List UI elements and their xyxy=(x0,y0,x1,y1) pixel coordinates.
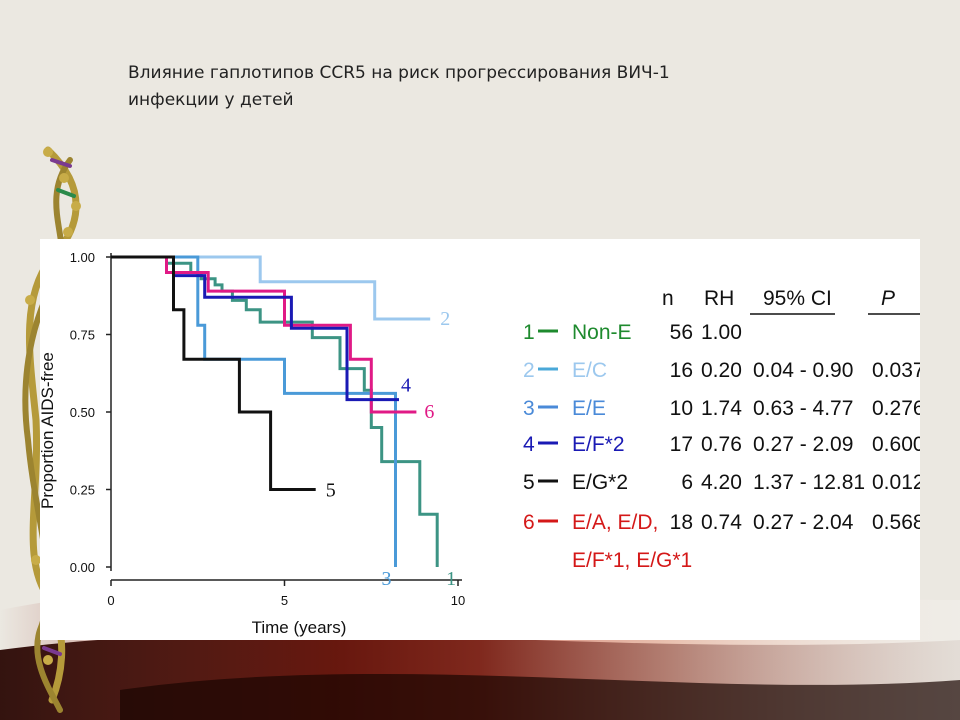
table-header-rh: RH xyxy=(704,287,734,310)
y-tick-label: 0.25 xyxy=(70,483,95,498)
x-tick-label: 5 xyxy=(281,593,288,608)
table-row-number: 1 xyxy=(523,321,535,344)
x-tick-label: 10 xyxy=(451,593,465,608)
table-header-n: n xyxy=(662,287,674,310)
y-tick-label: 0.50 xyxy=(70,405,95,420)
table-row: 3 E/E 10 1.74 0.63 - 4.77 0.276 xyxy=(523,397,920,420)
table-row-number: 5 xyxy=(523,471,535,494)
series-2-end-label: 2 xyxy=(440,308,450,330)
table-row-rh: 1.74 xyxy=(701,397,742,420)
series-5-curve xyxy=(111,255,316,491)
table-row-group: E/A, E/D, xyxy=(572,511,658,534)
table-row: 4 E/F*2 17 0.76 0.27 - 2.09 0.600 xyxy=(523,433,920,456)
table-row-p: 0.037 xyxy=(872,359,920,382)
chart-series-layer xyxy=(111,255,439,567)
table-row-group-cont: E/F*1, E/G*1 xyxy=(572,549,692,572)
series-4-end-label: 4 xyxy=(401,375,411,397)
slide-title: Влияние гаплотипов CCR5 на риск прогресс… xyxy=(128,60,768,114)
y-tick-label: 0.00 xyxy=(70,560,95,575)
table-row: 5 E/G*2 6 4.20 1.37 - 12.81 0.012 xyxy=(523,471,920,494)
table-row-n: 10 xyxy=(670,397,693,420)
table-row-rh: 4.20 xyxy=(701,471,742,494)
table-row-ci: 1.37 - 12.81 xyxy=(753,471,865,494)
series-1-end-label: 1 xyxy=(446,568,456,590)
table-row-group: E/E xyxy=(572,397,606,420)
table-row-n: 6 xyxy=(681,471,693,494)
table-row: 2 E/C 16 0.20 0.04 - 0.90 0.037 xyxy=(523,359,920,382)
table-row-p: 0.276 xyxy=(872,397,920,420)
table-row-n: 17 xyxy=(670,433,693,456)
table-row-p: 0.012 xyxy=(872,471,920,494)
series-6-curve xyxy=(111,255,417,414)
table-row-p: 0.568 xyxy=(872,511,920,534)
x-tick-label: 0 xyxy=(107,593,114,608)
table-row-number: 3 xyxy=(523,397,535,420)
table-row-n: 18 xyxy=(670,511,693,534)
table-row-rh: 0.20 xyxy=(701,359,742,382)
table-row-group: Non-E xyxy=(572,321,632,344)
table-row-p: 0.600 xyxy=(872,433,920,456)
table-row: 6 E/A, E/D, E/F*1, E/G*1 18 0.74 0.27 - 2.04 0… xyxy=(523,511,920,572)
x-axis-title: Time (years) xyxy=(252,618,347,637)
y-axis-title: Proportion AIDS-free xyxy=(40,352,57,509)
table-header-ci: 95% CI xyxy=(763,287,832,310)
table-row-ci: 0.63 - 4.77 xyxy=(753,397,853,420)
y-tick-label: 0.75 xyxy=(70,328,95,343)
table-row-n: 56 xyxy=(670,321,693,344)
table-row-rh: 0.76 xyxy=(701,433,742,456)
chart-end-labels: 1 2 3 4 5 6 xyxy=(326,308,456,590)
table-row-rh: 1.00 xyxy=(701,321,742,344)
series-2-curve xyxy=(111,255,431,321)
y-tick-label: 1.00 xyxy=(70,250,95,265)
table-row-rh: 0.74 xyxy=(701,511,742,534)
table-row: 1 Non-E 56 1.00 xyxy=(523,321,742,344)
series-3-end-label: 3 xyxy=(382,568,392,590)
chart-axes: 0.00 0.25 0.50 0.75 1.00 0 5 10 xyxy=(70,250,466,608)
table-row-n: 16 xyxy=(670,359,693,382)
table-row-group: E/C xyxy=(572,359,607,382)
table-row-number: 2 xyxy=(523,359,535,382)
series-5-end-label: 5 xyxy=(326,480,336,502)
series-4-curve xyxy=(111,255,399,402)
table-row-ci: 0.27 - 2.04 xyxy=(753,511,854,534)
table-row-number: 4 xyxy=(523,433,535,456)
slide-title-line-1: Влияние гаплотипов CCR5 на риск прогресс… xyxy=(128,63,670,83)
table-row-group: E/G*2 xyxy=(572,471,628,494)
table-row-group: E/F*2 xyxy=(572,433,625,456)
table-header-p: P xyxy=(881,287,895,310)
table-row-ci: 0.27 - 2.09 xyxy=(753,433,853,456)
legend-table: n RH 95% CI P1 Non-E 56 1.002 E/C 16 0.20 0.04 - 0… xyxy=(523,287,920,572)
slide-title-line-2: инфекции у детей xyxy=(128,90,294,110)
table-row-ci: 0.04 - 0.90 xyxy=(753,359,853,382)
table-row-number: 6 xyxy=(523,511,535,534)
series-6-end-label: 6 xyxy=(424,401,434,423)
